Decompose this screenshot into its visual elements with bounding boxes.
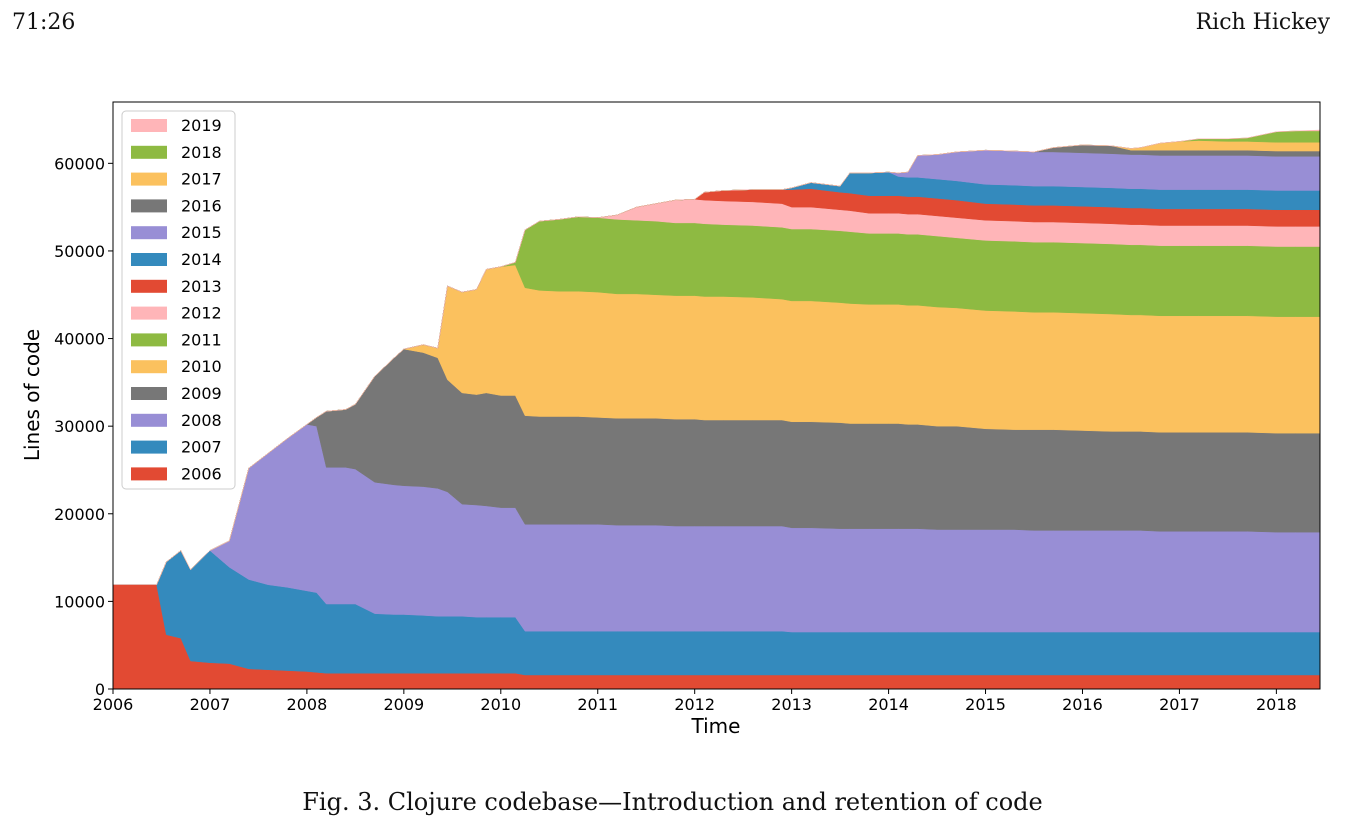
legend-entry-2014: 2014: [131, 250, 222, 269]
legend-swatch: [131, 253, 167, 266]
legend-label: 2017: [181, 170, 222, 189]
legend-label: 2014: [181, 250, 222, 269]
x-tick-label: 2015: [965, 695, 1006, 714]
legend-entry-2019: 2019: [131, 116, 222, 135]
x-tick-label: 2008: [287, 695, 328, 714]
y-tick-label: 30000: [54, 417, 105, 436]
legend-swatch: [131, 306, 167, 320]
x-tick-label: 2011: [577, 695, 618, 714]
legend-swatch: [131, 440, 167, 454]
legend-label: 2009: [181, 384, 222, 403]
legend-label: 2015: [181, 223, 222, 242]
legend-entry-2007: 2007: [131, 438, 222, 457]
legend-swatch: [131, 226, 167, 240]
legend-label: 2011: [181, 330, 222, 349]
x-tick-label: 2018: [1256, 695, 1297, 714]
legend-box: [121, 110, 236, 490]
legend-label: 2006: [181, 464, 222, 483]
plot-frame: [112, 101, 1321, 690]
legend: 2019 2018 2017 2016 2015 2014 2013 2012 2011 2010…: [121, 110, 236, 490]
legend-entry-2011: 2011: [131, 330, 222, 349]
y-axis-ticks: 0 10000 20000 30000 40000 50000 60000: [54, 154, 113, 699]
x-tick-label: 2009: [383, 695, 424, 714]
legend-label: 2018: [181, 143, 222, 162]
legend-entry-2017: 2017: [131, 170, 222, 189]
legend-swatch: [131, 387, 167, 400]
y-tick-label: 60000: [54, 154, 105, 173]
y-tick-label: 50000: [54, 242, 105, 261]
x-tick-label: 2006: [93, 695, 134, 714]
legend-label: 2012: [181, 304, 222, 323]
x-tick-label: 2017: [1159, 695, 1200, 714]
running-header-author: Rich Hickey: [1195, 10, 1330, 35]
x-tick-label: 2012: [674, 695, 715, 714]
x-tick-label: 2013: [771, 695, 812, 714]
legend-label: 2010: [181, 357, 222, 376]
page-number: 71:26: [12, 10, 76, 35]
legend-entry-2006: 2006: [131, 464, 222, 483]
legend-entry-2009: 2009: [131, 384, 222, 403]
y-tick-label: 40000: [54, 330, 105, 349]
x-tick-label: 2016: [1062, 695, 1103, 714]
x-tick-label: 2014: [868, 695, 909, 714]
y-tick-label: 10000: [54, 592, 105, 611]
legend-swatch: [131, 119, 167, 132]
legend-entry-2015: 2015: [131, 223, 222, 242]
y-tick-label: 20000: [54, 505, 105, 524]
legend-swatch: [131, 145, 167, 159]
legend-swatch: [131, 413, 167, 427]
area-layers: [112, 129, 1321, 690]
x-axis-label: Time: [691, 714, 741, 738]
legend-label: 2013: [181, 277, 222, 296]
figure-caption: Fig. 3. Clojure codebase—Introduction an…: [302, 788, 1043, 816]
legend-entry-2016: 2016: [131, 196, 222, 215]
x-tick-label: 2010: [480, 695, 521, 714]
legend-swatch: [131, 467, 167, 481]
legend-label: 2016: [181, 196, 222, 215]
x-axis-ticks: 2006 2007 2008 2009 2010 2011 2012 2013 2014 2015…: [93, 689, 1297, 714]
legend-swatch: [131, 279, 167, 293]
legend-entry-2013: 2013: [131, 277, 222, 296]
legend-swatch: [131, 333, 167, 347]
legend-label: 2019: [181, 116, 222, 135]
legend-entry-2008: 2008: [131, 411, 222, 430]
y-tick-label: 0: [95, 680, 105, 699]
legend-entry-2010: 2010: [131, 357, 222, 376]
x-tick-label: 2007: [190, 695, 231, 714]
legend-entry-2018: 2018: [131, 143, 222, 162]
legend-label: 2008: [181, 411, 222, 430]
legend-entry-2012: 2012: [131, 304, 222, 323]
legend-swatch: [131, 172, 167, 186]
legend-label: 2007: [181, 438, 222, 457]
y-axis-label: Lines of code: [20, 329, 44, 461]
legend-swatch: [131, 360, 167, 374]
legend-swatch: [131, 199, 167, 213]
